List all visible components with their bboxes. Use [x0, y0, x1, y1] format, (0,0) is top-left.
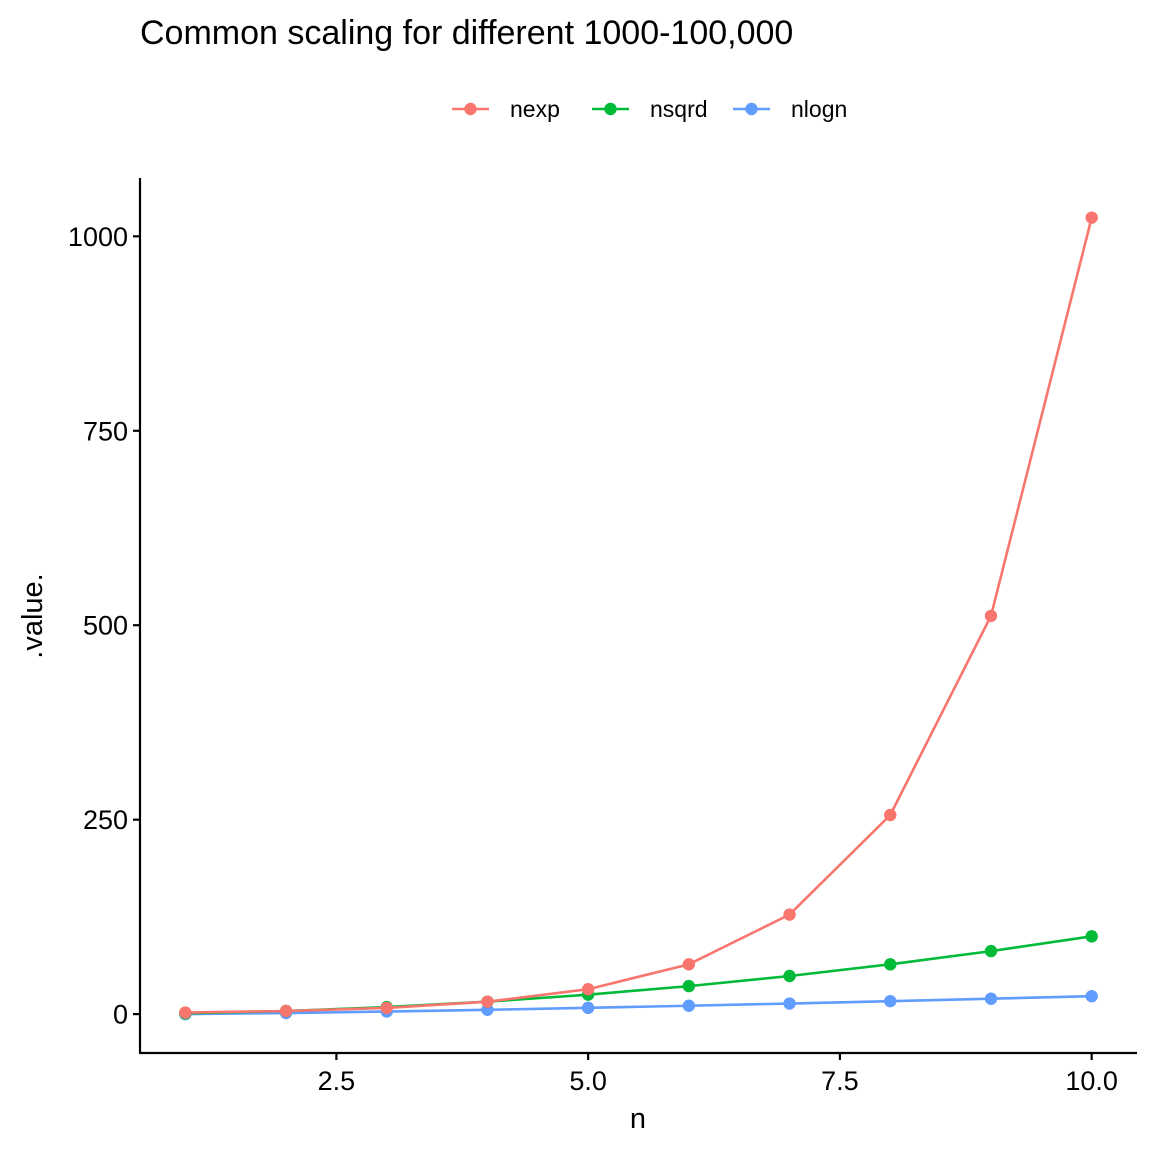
- y-axis-ticks: 0 250 500 750 1000: [68, 222, 140, 1030]
- data-point-nsqrd: [984, 944, 998, 958]
- y-tick-label: 0: [113, 1000, 128, 1030]
- legend-item-nsqrd: nsqrd: [592, 96, 708, 122]
- legend-key-marker: [604, 102, 617, 116]
- data-point-nsqrd: [1085, 930, 1098, 943]
- data-point-nexp: [179, 1006, 192, 1019]
- legend-label: nlogn: [791, 96, 847, 122]
- legend: nexp nsqrd nlogn: [452, 96, 847, 122]
- y-tick-label: 250: [83, 805, 128, 835]
- legend-key-marker: [745, 102, 758, 116]
- data-point-nexp: [481, 995, 494, 1008]
- legend-item-nlogn: nlogn: [733, 96, 847, 122]
- data-point-nlogn: [682, 999, 696, 1012]
- data-point-nexp: [884, 808, 897, 822]
- data-point-nexp: [783, 908, 796, 921]
- x-axis-title: n: [630, 1103, 646, 1135]
- data-point-nexp: [1085, 211, 1098, 224]
- legend-item-nexp: nexp: [452, 96, 560, 122]
- y-tick-label: 500: [83, 611, 128, 641]
- legend-key-marker: [464, 102, 477, 116]
- y-tick-label: 1000: [68, 222, 128, 252]
- chart-title: Common scaling for different 1000-100,00…: [140, 14, 793, 52]
- data-point-nlogn: [581, 1001, 595, 1015]
- legend-label: nexp: [510, 96, 560, 122]
- data-point-nsqrd: [783, 969, 796, 983]
- data-point-nexp: [279, 1004, 293, 1018]
- plot-area: 0 250 500 750 1000 2.5 5.0 7.5 10.0: [68, 178, 1137, 1096]
- data-point-nlogn: [984, 992, 998, 1005]
- data-point-nexp: [984, 609, 998, 623]
- x-tick-label: 10.0: [1065, 1066, 1118, 1096]
- y-axis-title: .value.: [17, 573, 49, 658]
- series-line-nexp: [185, 217, 1093, 1014]
- data-point-nlogn: [1085, 989, 1098, 1003]
- data-point-nexp: [380, 1001, 393, 1015]
- data-point-nsqrd: [884, 958, 897, 971]
- x-tick-label: 7.5: [821, 1066, 859, 1096]
- x-tick-label: 5.0: [569, 1066, 607, 1096]
- x-tick-label: 2.5: [318, 1066, 356, 1096]
- series-nexp: [179, 211, 1098, 1019]
- series-layer: [179, 211, 1098, 1021]
- data-point-nexp: [682, 958, 696, 971]
- x-axis-ticks: 2.5 5.0 7.5 10.0: [318, 1053, 1118, 1096]
- data-point-nlogn: [884, 994, 897, 1008]
- data-point-nexp: [581, 983, 595, 996]
- y-tick-label: 750: [83, 416, 128, 446]
- data-point-nsqrd: [682, 979, 696, 993]
- data-point-nlogn: [783, 997, 796, 1010]
- legend-label: nsqrd: [650, 96, 708, 122]
- series-line-nlogn: [185, 994, 1092, 1016]
